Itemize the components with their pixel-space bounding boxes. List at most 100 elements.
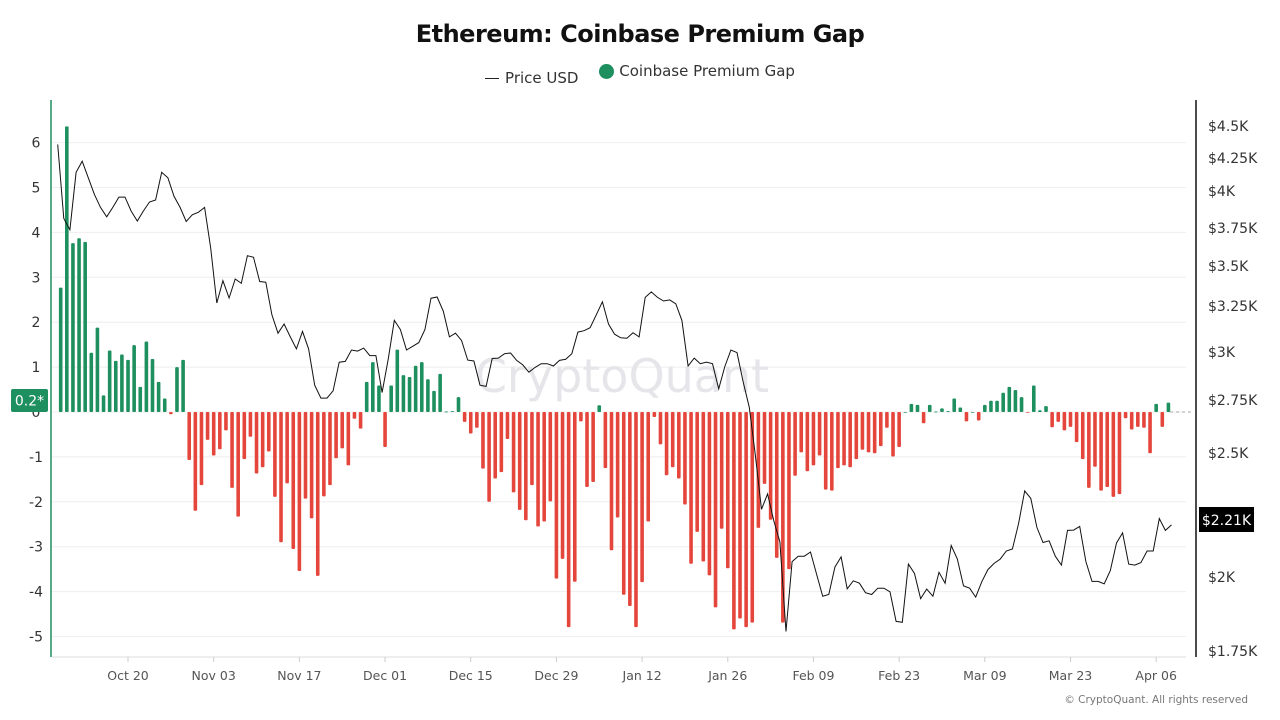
premium-bar [940, 408, 944, 412]
premium-bar [652, 412, 657, 417]
premium-bar [615, 412, 620, 518]
x-tick-label: Dec 15 [449, 668, 493, 683]
premium-bar [1093, 412, 1097, 467]
premium-bar [952, 398, 957, 412]
premium-bar [481, 412, 485, 469]
premium-bar [915, 404, 920, 412]
x-tick-label: Feb 23 [878, 668, 920, 683]
x-tick-label: Jan 12 [622, 668, 662, 683]
premium-bar [830, 412, 834, 491]
premium-bar [597, 405, 602, 412]
premium-bar [683, 412, 687, 505]
premium-bar [450, 411, 455, 412]
premium-bar [120, 354, 124, 412]
premium-bar [377, 385, 381, 412]
premium-bar [279, 412, 283, 543]
left-tick-label: 1 [32, 360, 41, 376]
premium-bar [303, 412, 308, 499]
premium-bar [554, 412, 559, 579]
premium-bar [732, 412, 736, 630]
right-tick-label: $4K [1208, 184, 1236, 200]
premium-bar [725, 412, 730, 569]
premium-bar [793, 412, 797, 476]
premium-bar [897, 412, 901, 448]
right-tick-label: $2.5K [1208, 446, 1249, 462]
premium-bar [1080, 412, 1085, 460]
legend-label-premium: Coinbase Premium Gap [619, 62, 795, 80]
premium-bar [175, 367, 179, 412]
premium-bar [817, 412, 822, 456]
premium-bar [946, 411, 950, 412]
premium-bar [579, 412, 583, 422]
premium-bar [248, 412, 253, 437]
premium-bar [291, 412, 296, 549]
left-tick-label: -1 [29, 450, 43, 466]
left-tick-label: -3 [29, 540, 43, 556]
x-tick-label: Jan 26 [707, 668, 747, 683]
premium-bar [983, 404, 987, 412]
premium-bar [346, 412, 351, 466]
premium-bar [1025, 412, 1030, 413]
premium-bar [58, 287, 63, 412]
premium-bar [499, 412, 504, 473]
premium-bar [150, 359, 155, 412]
premium-bar [921, 412, 926, 424]
premium-bar [1007, 386, 1012, 412]
premium-bar [860, 412, 865, 450]
premium-bar [352, 412, 357, 419]
premium-bar [677, 412, 681, 479]
premium-bar [1142, 412, 1146, 428]
premium-bar [548, 412, 553, 502]
premium-bar [1001, 392, 1005, 412]
premium-bar [456, 397, 461, 412]
price-line [57, 144, 1172, 632]
premium-bar [566, 412, 571, 628]
premium-bar [199, 412, 204, 486]
premium-bar [395, 349, 400, 412]
right-tick-label: $3K [1208, 345, 1236, 361]
premium-bar [187, 412, 192, 461]
premium-bar [670, 412, 675, 468]
premium-bar [162, 398, 167, 412]
premium-bar [181, 359, 185, 412]
premium-bar [836, 412, 840, 469]
legend-item-premium[interactable]: Coinbase Premium Gap [599, 62, 795, 80]
premium-bar [1111, 412, 1116, 497]
premium-bar [572, 412, 577, 582]
premium-bar [891, 412, 895, 457]
premium-bar [71, 243, 75, 412]
left-tick-label: 5 [32, 181, 41, 197]
premium-bar [927, 404, 932, 412]
premium-bar [468, 412, 473, 434]
premium-bar [640, 412, 644, 583]
premium-bar [322, 412, 326, 497]
left-tick-label: 0 [32, 405, 41, 421]
premium-bar [438, 373, 442, 412]
premium-bar [1019, 397, 1024, 412]
premium-bar [524, 412, 528, 521]
left-tick-label: 4 [32, 225, 41, 241]
premium-bar [762, 412, 767, 484]
line-swatch-icon [485, 77, 500, 79]
premium-bar [138, 386, 143, 412]
premium-bar [695, 412, 699, 532]
premium-bar [719, 412, 724, 529]
premium-bar [285, 412, 289, 484]
premium-bar [1099, 412, 1103, 491]
right-tick-label: $2.75K [1208, 393, 1258, 409]
right-tick-label: $4.25K [1208, 151, 1258, 167]
premium-bar [603, 412, 608, 469]
premium-bar [885, 412, 889, 428]
right-tick-label: $3.25K [1208, 299, 1258, 315]
premium-bar [842, 412, 846, 466]
premium-bar [774, 412, 779, 558]
premium-bar [107, 350, 112, 412]
x-tick-label: Nov 03 [192, 668, 236, 683]
premium-bar [664, 412, 669, 476]
premium-bar [475, 412, 479, 428]
premium-bar [407, 376, 412, 412]
legend-item-price[interactable]: Price USD [485, 69, 578, 87]
premium-bar [65, 126, 69, 412]
premium-bar [230, 412, 234, 488]
premium-bar [218, 412, 222, 450]
